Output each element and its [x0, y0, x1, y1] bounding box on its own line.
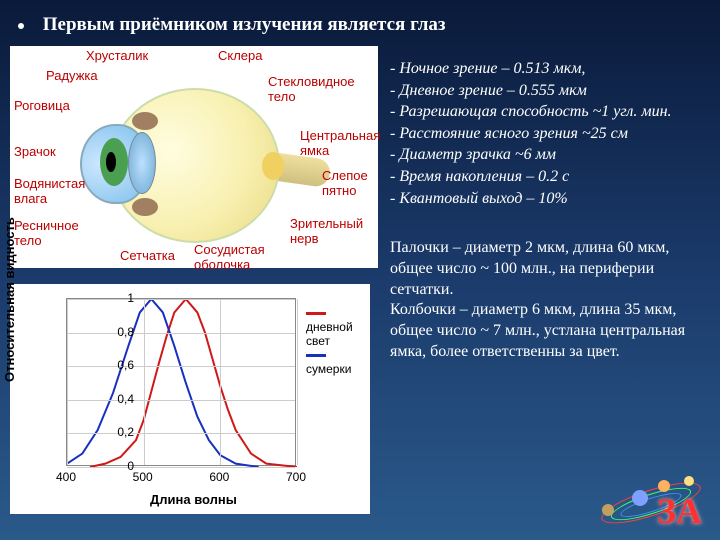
eye-label: Хрусталик: [86, 48, 148, 63]
fact-item: Время накопления – 0.2 с: [390, 166, 708, 188]
ytick-label: 1: [127, 291, 134, 305]
xtick-label: 700: [286, 470, 306, 484]
eye-label: Центральная ямка: [300, 128, 380, 158]
fact-item: Разрешающая способность ~1 угл. мин.: [390, 101, 708, 123]
eye-label: Склера: [218, 48, 263, 63]
ytick-label: 0: [127, 459, 134, 473]
fact-item: Диаметр зрачка ~6 мм: [390, 144, 708, 166]
pupil-shape: [106, 152, 116, 172]
legend-item: сумерки: [306, 348, 370, 376]
planet-icon: [602, 504, 614, 516]
eye-label: Слепое пятно: [322, 168, 368, 198]
eye-diagram: Хрусталик Радужка Роговица Зрачок Водяни…: [10, 46, 378, 268]
slide-logo: ЗА: [596, 460, 706, 534]
logo-text: ЗА: [657, 490, 702, 532]
ytick-label: 0,2: [117, 425, 134, 439]
chart-svg: [67, 299, 297, 467]
chart-legend: дневной свет сумерки: [306, 306, 370, 376]
fact-item: Ночное зрение – 0.513 мкм,: [390, 58, 708, 80]
ciliary-shape: [132, 198, 158, 216]
legend-item: дневной свет: [306, 306, 370, 348]
chart-ylabel: Относительная видность: [2, 217, 17, 382]
eye-label: Зрительный нерв: [290, 216, 363, 246]
fact-item: Квантовый выход – 10%: [390, 188, 708, 210]
plot-area: [66, 298, 296, 466]
planet-icon: [632, 490, 648, 506]
planet-icon: [684, 476, 694, 486]
chart-series: [67, 299, 259, 467]
title-text: Первым приёмником излучения является гла…: [43, 14, 446, 35]
slide-title: Первым приёмником излучения является гла…: [18, 14, 702, 36]
lens-shape: [128, 132, 156, 194]
fact-item: Расстояние ясного зрения ~25 см: [390, 123, 708, 145]
facts-list: Ночное зрение – 0.513 мкм,Дневное зрение…: [390, 58, 708, 209]
fact-item: Дневное зрение – 0.555 мкм: [390, 80, 708, 102]
description-paragraph: Палочки – диаметр 2 мкм, длина 60 мкм, о…: [390, 238, 708, 363]
ciliary-shape: [132, 112, 158, 130]
eye-label: Радужка: [46, 68, 98, 83]
eye-label: Сосудистая оболочка: [194, 242, 265, 272]
eye-label: Ресничное тело: [14, 218, 79, 248]
eye-label: Сетчатка: [120, 248, 175, 263]
eye-label: Роговица: [14, 98, 70, 113]
ytick-label: 0,4: [117, 392, 134, 406]
eye-label: Стекловидное тело: [268, 74, 355, 104]
eye-label: Водянистая влага: [14, 176, 85, 206]
xtick-label: 400: [56, 470, 76, 484]
blind-spot-shape: [262, 152, 284, 180]
ytick-label: 0,8: [117, 325, 134, 339]
ytick-label: 0,6: [117, 358, 134, 372]
xtick-label: 500: [133, 470, 153, 484]
bullet-icon: [18, 23, 24, 29]
sensitivity-chart: Относительная видность Длина волны дневн…: [10, 284, 370, 514]
eye-label: Зрачок: [14, 144, 56, 159]
xtick-label: 600: [209, 470, 229, 484]
chart-xlabel: Длина волны: [150, 492, 237, 507]
